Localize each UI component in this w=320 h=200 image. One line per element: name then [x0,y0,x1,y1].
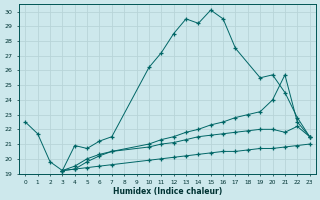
X-axis label: Humidex (Indice chaleur): Humidex (Indice chaleur) [113,187,222,196]
